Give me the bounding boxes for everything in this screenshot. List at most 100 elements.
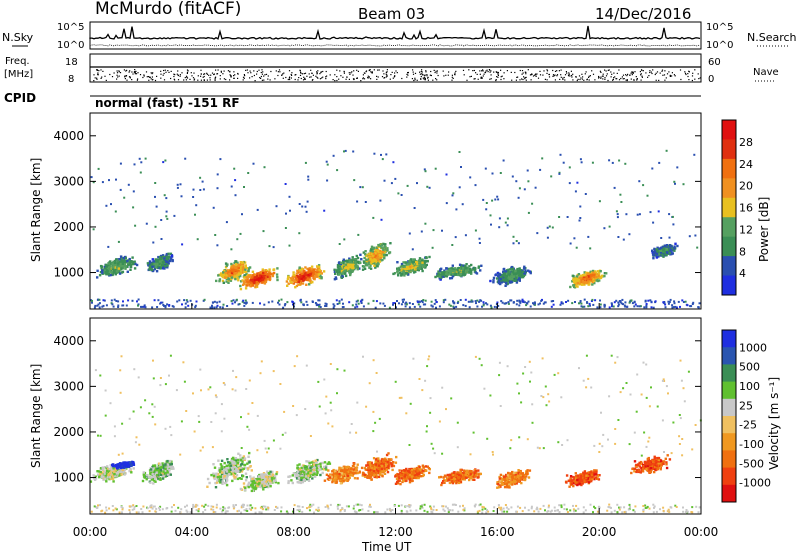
sparse-echo-cell xyxy=(649,211,652,214)
ground-scatter-cell xyxy=(645,306,648,309)
ground-scatter-cell xyxy=(468,306,471,309)
nave-dot xyxy=(237,77,239,79)
ground-scatter-cell xyxy=(400,303,403,306)
nave-dot xyxy=(539,74,542,76)
ground-scatter-cell xyxy=(542,504,545,507)
ground-scatter-cell xyxy=(554,509,556,512)
ground-scatter-cell xyxy=(308,509,311,512)
ground-scatter-cell xyxy=(343,509,346,511)
nave-dot xyxy=(179,74,181,76)
data-cell xyxy=(402,270,405,273)
data-cell xyxy=(238,265,241,268)
ground-scatter-cell xyxy=(254,511,257,514)
nave-dot xyxy=(193,79,195,81)
data-cell xyxy=(153,262,156,266)
data-cell xyxy=(160,257,163,261)
data-cell xyxy=(407,262,411,265)
nave-dot xyxy=(126,79,128,81)
ground-scatter-cell xyxy=(374,306,377,309)
ground-scatter-cell xyxy=(405,301,408,304)
sparse-echo-cell xyxy=(230,248,233,251)
nave-dot xyxy=(154,79,157,82)
nave-dot xyxy=(622,74,625,76)
data-cell xyxy=(111,262,114,266)
nave-dot xyxy=(416,79,418,81)
ground-scatter-cell xyxy=(170,506,173,509)
sparse-echo-cell xyxy=(587,235,590,238)
nave-dot xyxy=(249,77,251,79)
data-cell xyxy=(304,276,307,280)
ground-scatter-cell xyxy=(484,507,487,510)
nave-dot xyxy=(237,73,239,75)
data-cell xyxy=(306,277,309,280)
data-cell xyxy=(124,260,128,263)
nave-dot xyxy=(588,76,590,78)
data-cell xyxy=(443,270,446,274)
data-cell xyxy=(575,279,579,282)
data-cell xyxy=(344,263,348,266)
nave-dot xyxy=(190,72,192,74)
data-cell xyxy=(225,276,229,279)
data-cell xyxy=(334,276,337,279)
sparse-echo-cell xyxy=(458,186,461,189)
ground-scatter-cell xyxy=(161,301,164,304)
data-cell xyxy=(667,247,671,250)
nave-dot xyxy=(691,79,693,82)
data-cell xyxy=(653,247,656,251)
nave-dot xyxy=(136,79,138,81)
nave-dot xyxy=(432,79,434,81)
data-cell xyxy=(378,244,381,247)
nave-dot xyxy=(500,69,502,71)
data-cell xyxy=(468,267,472,271)
radar-name: McMurdo (fitACF) xyxy=(95,0,241,19)
nave-dot xyxy=(350,72,352,74)
ground-scatter-cell xyxy=(479,503,482,506)
noise-sky-label: N.Sky xyxy=(2,31,34,44)
ground-scatter-cell xyxy=(419,505,422,508)
nave-dot xyxy=(119,72,122,74)
data-cell xyxy=(131,260,134,264)
ground-scatter-cell xyxy=(633,510,636,513)
ground-scatter-cell xyxy=(338,302,341,305)
ground-scatter-cell xyxy=(336,303,339,305)
nave-dot xyxy=(216,73,218,75)
data-cell xyxy=(474,267,477,270)
sparse-echo-cell xyxy=(199,189,202,191)
nave-dot xyxy=(632,71,634,73)
data-cell xyxy=(416,266,419,269)
data-cell xyxy=(496,277,499,280)
nave-dot xyxy=(482,70,484,72)
data-cell xyxy=(448,269,451,273)
ground-scatter-cell xyxy=(530,507,533,510)
nave-dot xyxy=(669,74,671,76)
nave-dot xyxy=(451,74,453,76)
sparse-echo-cell xyxy=(373,152,376,155)
ground-scatter-cell xyxy=(543,301,546,304)
data-cell xyxy=(505,278,508,281)
data-cell xyxy=(457,273,460,277)
nave-dot xyxy=(552,74,555,76)
nave-dot xyxy=(599,70,601,72)
data-cell xyxy=(504,284,507,287)
ground-scatter-cell xyxy=(230,300,233,303)
data-cell xyxy=(151,258,154,261)
nave-dot xyxy=(570,70,572,72)
data-cell xyxy=(402,265,405,269)
data-cell xyxy=(521,270,525,273)
ground-scatter-cell xyxy=(608,306,611,309)
data-cell xyxy=(503,271,507,275)
ground-scatter-cell xyxy=(260,511,263,514)
ground-scatter-cell xyxy=(443,509,446,512)
ground-scatter-cell xyxy=(359,509,362,511)
power-colorbar-tick-label: 16 xyxy=(739,202,753,215)
ground-scatter-cell xyxy=(537,303,540,306)
data-cell xyxy=(363,265,366,268)
nave-dot xyxy=(391,71,393,73)
data-cell xyxy=(311,281,314,284)
data-cell xyxy=(420,259,423,262)
data-cell xyxy=(333,268,336,271)
ground-scatter-cell xyxy=(525,302,528,305)
data-cell xyxy=(657,255,660,258)
sparse-echo-cell xyxy=(694,234,697,237)
nave-dot xyxy=(664,79,666,81)
